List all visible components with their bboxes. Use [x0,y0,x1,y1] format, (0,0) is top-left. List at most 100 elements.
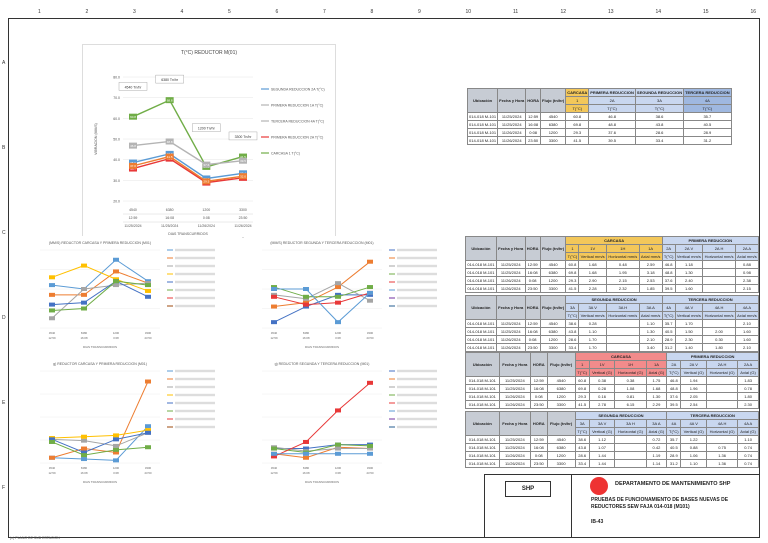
table-cell [702,284,736,293]
table-cell: 23:50 [524,343,541,352]
th-group: SEGUNDA REDUCCION [565,295,663,304]
flow-annotation: 6380 Tn/hr [161,78,179,82]
data-label: 60.8 [130,115,136,119]
sub-head: Axial (G) [737,368,759,377]
data-point [145,430,151,435]
legend-label-bar [175,248,215,252]
sub-head: 3A [574,419,590,428]
data-label: 46.8 [130,144,136,148]
table-cell: 43.8 [565,327,580,336]
sub-head: 1V [588,360,616,369]
legend-label: PRIMERA REDUCCION 1A T(°C) [271,104,323,108]
table-cell: 31.2 [661,343,676,352]
flow-annotation-box [192,123,221,132]
sub-head: Horizontal mm/s [606,252,640,261]
table-cell: 6380 [546,384,576,393]
th-cell: Ubicación [465,411,500,436]
data-point [81,438,87,443]
data-label: 37.6 [203,163,209,167]
ruler-number: 15 [703,9,709,15]
x-axis-label: DIAS TRANSCURRIDOS [83,345,117,349]
ruler-number: 6 [275,9,279,15]
data-point [335,285,341,290]
series-line [51,432,149,447]
legend-label-bar [175,280,215,284]
table-row: 014-018 M-101 11/25/2024 12:59 4540 60.8 1.68… [465,260,760,269]
series-line [51,381,149,459]
table-cell: 6380 [540,120,567,129]
table-cell: 014-018 M-101 [465,335,497,344]
table-cell: 41.5 [574,400,590,409]
x-axis-label: DIAS TRANSCURRIDOS [305,345,339,349]
legend-label: TERCERA REDUCCION 4A T(°C) [271,120,324,124]
table-cell: 11/26/2024 [495,276,526,285]
table-cell: 28.6 [634,128,685,137]
table-cell: 11/25/2024 [497,120,527,129]
data-point [113,283,119,288]
drawing-title: PRUEBAS DE FUNCIONAMIENTO DE BASES NUEVA… [591,497,729,510]
sub-head: Horizontal mm/s [702,311,736,320]
data-label: 32.0 [240,175,246,179]
y-tick-label: 50.0 [113,138,120,142]
th-cell: Fecha y Hora [498,411,532,436]
sub-head: 2A [666,360,682,369]
table-cell [706,392,739,401]
th-cell: HORA [530,411,548,436]
data-point [81,306,87,311]
table-cell: 0.30 [702,335,736,344]
table-cell: 2.15 [734,284,760,293]
x-hora-label: 23:50 [239,216,248,220]
x-tick-label: 6380 [81,331,88,335]
table-cell: 1.30 [645,392,668,401]
table-cell: 1.19 [645,451,668,460]
x-tick-label: 4540 [271,466,278,470]
table-cell: 6.15 [614,400,647,409]
table-cell: 29.3 [565,128,590,137]
table-cell: 1.60 [734,335,760,344]
table-cell: 35.7 [666,435,682,444]
x-tick-label: 3300 [367,331,374,335]
ruler-letter: D [2,315,6,321]
data-point [49,316,55,321]
table-cell: 11/26/2024 [497,136,527,145]
table-cell: 69.8 [565,268,580,277]
data-point [113,269,119,274]
sub-head: 4A H [702,303,736,312]
table-cell: 1.68 [578,268,607,277]
y-tick-label: 60.0 [113,117,120,121]
series-line [132,157,244,184]
table-cell: 48.8 [666,384,682,393]
table-cell [706,384,739,393]
th-cell: Fecha y Hora [498,352,532,377]
data-point [49,308,55,313]
table-row: 014-018 M-101 11/25/2024 12:59 4540 38.6 1.12… [465,435,759,444]
summary-temperature-table: Ubicación Fecha y Hora HORA Flujo (tn/hr… [466,88,732,145]
table-cell: 0.74 [737,459,759,468]
x-tick-label: 1200 [335,331,342,335]
table-cell: 11/25/2024 [498,384,532,393]
table-cell: 0.88 [680,443,708,452]
ruler-number: 4 [180,9,184,15]
data-point [81,446,87,451]
table-cell: 1.68 [578,260,607,269]
series-line [132,140,244,166]
sub-head: 1H [606,244,640,253]
sub-head: T(°C) [666,427,682,436]
ruler-letter: E [2,400,6,406]
footnote: (n) PLANO DE SUB ESTACION [10,536,60,540]
data-point [113,437,119,442]
sub-head: 3A V [588,419,616,428]
table-cell: 1.44 [588,451,616,460]
table-cell: 4540 [539,260,567,269]
data-point [202,178,211,185]
legend-label-bar [397,377,437,381]
main-chart-title: T(°C) REDUCTOR M(01) [181,50,237,56]
table-cell: 38.6 [574,435,590,444]
table-cell: 2.30 [737,400,759,409]
ruler-number: 14 [655,9,662,15]
table-cell: 23:50 [525,136,542,145]
small-chart-1: (MM/S) REDUCTOR CARCASA Y PRIMERA REDUCC… [22,236,242,354]
x-tick-label: 0:08 [335,471,341,475]
data-point [165,153,174,160]
legend-label-bar [397,417,437,421]
